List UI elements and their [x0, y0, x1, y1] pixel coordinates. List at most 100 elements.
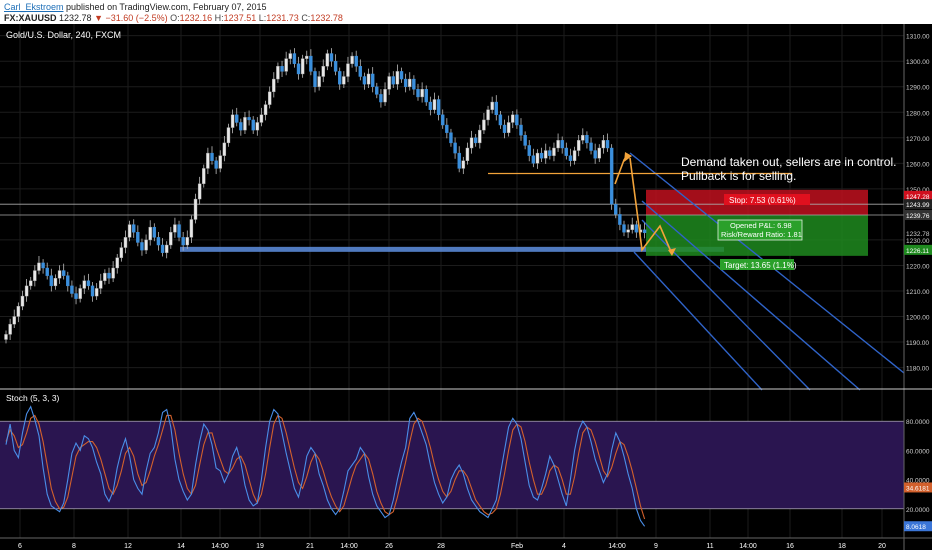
time-tick-label: 14 [177, 543, 185, 550]
stoch-d-badge-box [904, 482, 932, 493]
last-price: 1232.78 [59, 13, 92, 23]
high-value: 1237.51 [223, 13, 257, 23]
candle-bull [169, 232, 173, 246]
candle-bear [523, 135, 527, 146]
target-label: Target: 13.65 (1.1%) [724, 261, 797, 270]
candle-bull [506, 122, 511, 133]
candle-bull [511, 114, 515, 123]
author-link[interactable]: Carl_Ekstroem [4, 2, 64, 12]
candle-bull [469, 137, 474, 149]
candle-bull [53, 278, 58, 287]
stoch-tick-label: 40.0000 [906, 478, 930, 485]
price-tick-label: 1260.00 [906, 161, 930, 168]
time-tick-label: 12 [124, 543, 132, 550]
candle-bear [449, 132, 453, 144]
symbol-label: FX:XAUUSD [4, 13, 57, 23]
candle-bull [115, 257, 119, 269]
other-price-badge: 1243.99 [906, 202, 930, 209]
stop-price-badge-box [904, 190, 932, 201]
candle-bull [29, 280, 33, 287]
candle-bear [181, 237, 185, 246]
candle-bear [568, 155, 573, 161]
candle-bull [461, 160, 466, 169]
candle-bull [37, 262, 41, 271]
candle-bull [490, 101, 494, 110]
candle-bull [4, 334, 8, 340]
candle-bear [49, 275, 54, 287]
price-tick-label: 1280.00 [906, 110, 930, 117]
candle-bear [642, 229, 647, 234]
candle-bull [544, 150, 548, 159]
candle-bear [564, 147, 569, 156]
time-tick-label: 26 [385, 543, 393, 550]
high-label: H: [214, 13, 224, 23]
candle-bull [189, 219, 194, 238]
target-price-badge-box [904, 244, 932, 255]
candle-bear [391, 76, 395, 85]
candle-bull [20, 295, 25, 307]
candle-bull [572, 150, 577, 161]
time-tick-label: 28 [437, 543, 445, 550]
support-zone [180, 246, 724, 252]
arrow-head-icon [624, 152, 632, 162]
candle-bear [605, 140, 610, 149]
candle-bear [441, 114, 445, 126]
candle-bull [119, 247, 124, 258]
price-tick-label: 1200.00 [906, 315, 930, 322]
candle-bull [144, 239, 148, 251]
stoch-tick-label: 80.0000 [906, 419, 930, 426]
candle-bear [403, 78, 408, 87]
candle-bull [408, 78, 412, 87]
publish-text: published on TradingView.com, February 0… [66, 2, 267, 12]
candle-bull [123, 237, 128, 248]
candle-bear [498, 114, 503, 126]
candle-bull [576, 140, 581, 151]
candle-bear [338, 71, 342, 85]
candle-bear [585, 135, 589, 144]
candle-bear [156, 237, 161, 246]
candle-bear [519, 124, 523, 136]
candle-bear [329, 53, 334, 62]
candle-bull [243, 117, 247, 131]
candle-bear [424, 89, 428, 103]
pnl-label: Opened P&L: 6.98 [730, 221, 792, 230]
candle-bull [346, 63, 350, 77]
candle-bull [432, 99, 437, 110]
candle-bear [280, 66, 284, 72]
candle-bear [251, 119, 255, 131]
candle-bear [136, 232, 140, 243]
time-tick-label: 20 [878, 543, 886, 550]
price-tick-label: 1210.00 [906, 289, 930, 296]
candle-bull [263, 104, 268, 116]
orange-arrow-down-path [629, 157, 673, 255]
stoch-d-badge: 34.6181 [906, 485, 930, 492]
low-label: L: [258, 13, 267, 23]
candle-bear [539, 152, 544, 159]
candle-bear [160, 244, 165, 253]
candle-bull [601, 140, 606, 149]
stop-label-box [724, 194, 810, 205]
candle-bear [74, 293, 78, 299]
stoch-k-badge-box [904, 521, 932, 532]
candle-bear [618, 214, 622, 225]
chart-canvas[interactable]: 1310.001300.001290.001280.001270.001260.… [0, 24, 932, 550]
stoch-k-badge: 8.0618 [906, 524, 926, 531]
candle-bear [375, 86, 379, 95]
time-tick-label: 14:00 [340, 543, 358, 550]
candle-bull [556, 140, 560, 149]
candle-bear [354, 55, 358, 67]
channel-line [641, 200, 861, 391]
candle-bear [45, 267, 49, 276]
candle-bull [103, 272, 107, 281]
candle-bear [86, 280, 91, 287]
candle-bear [589, 142, 593, 151]
time-tick-label: 14:00 [211, 543, 229, 550]
candle-bull [288, 53, 292, 59]
candle-bull [552, 147, 556, 156]
candle-bull [82, 280, 86, 289]
candle-bear [370, 73, 375, 87]
candle-bear [292, 53, 297, 64]
rr-label: Risk/Reward Ratio: 1.81 [721, 230, 802, 239]
candle-bear [132, 224, 136, 233]
candle-bull [259, 114, 264, 123]
